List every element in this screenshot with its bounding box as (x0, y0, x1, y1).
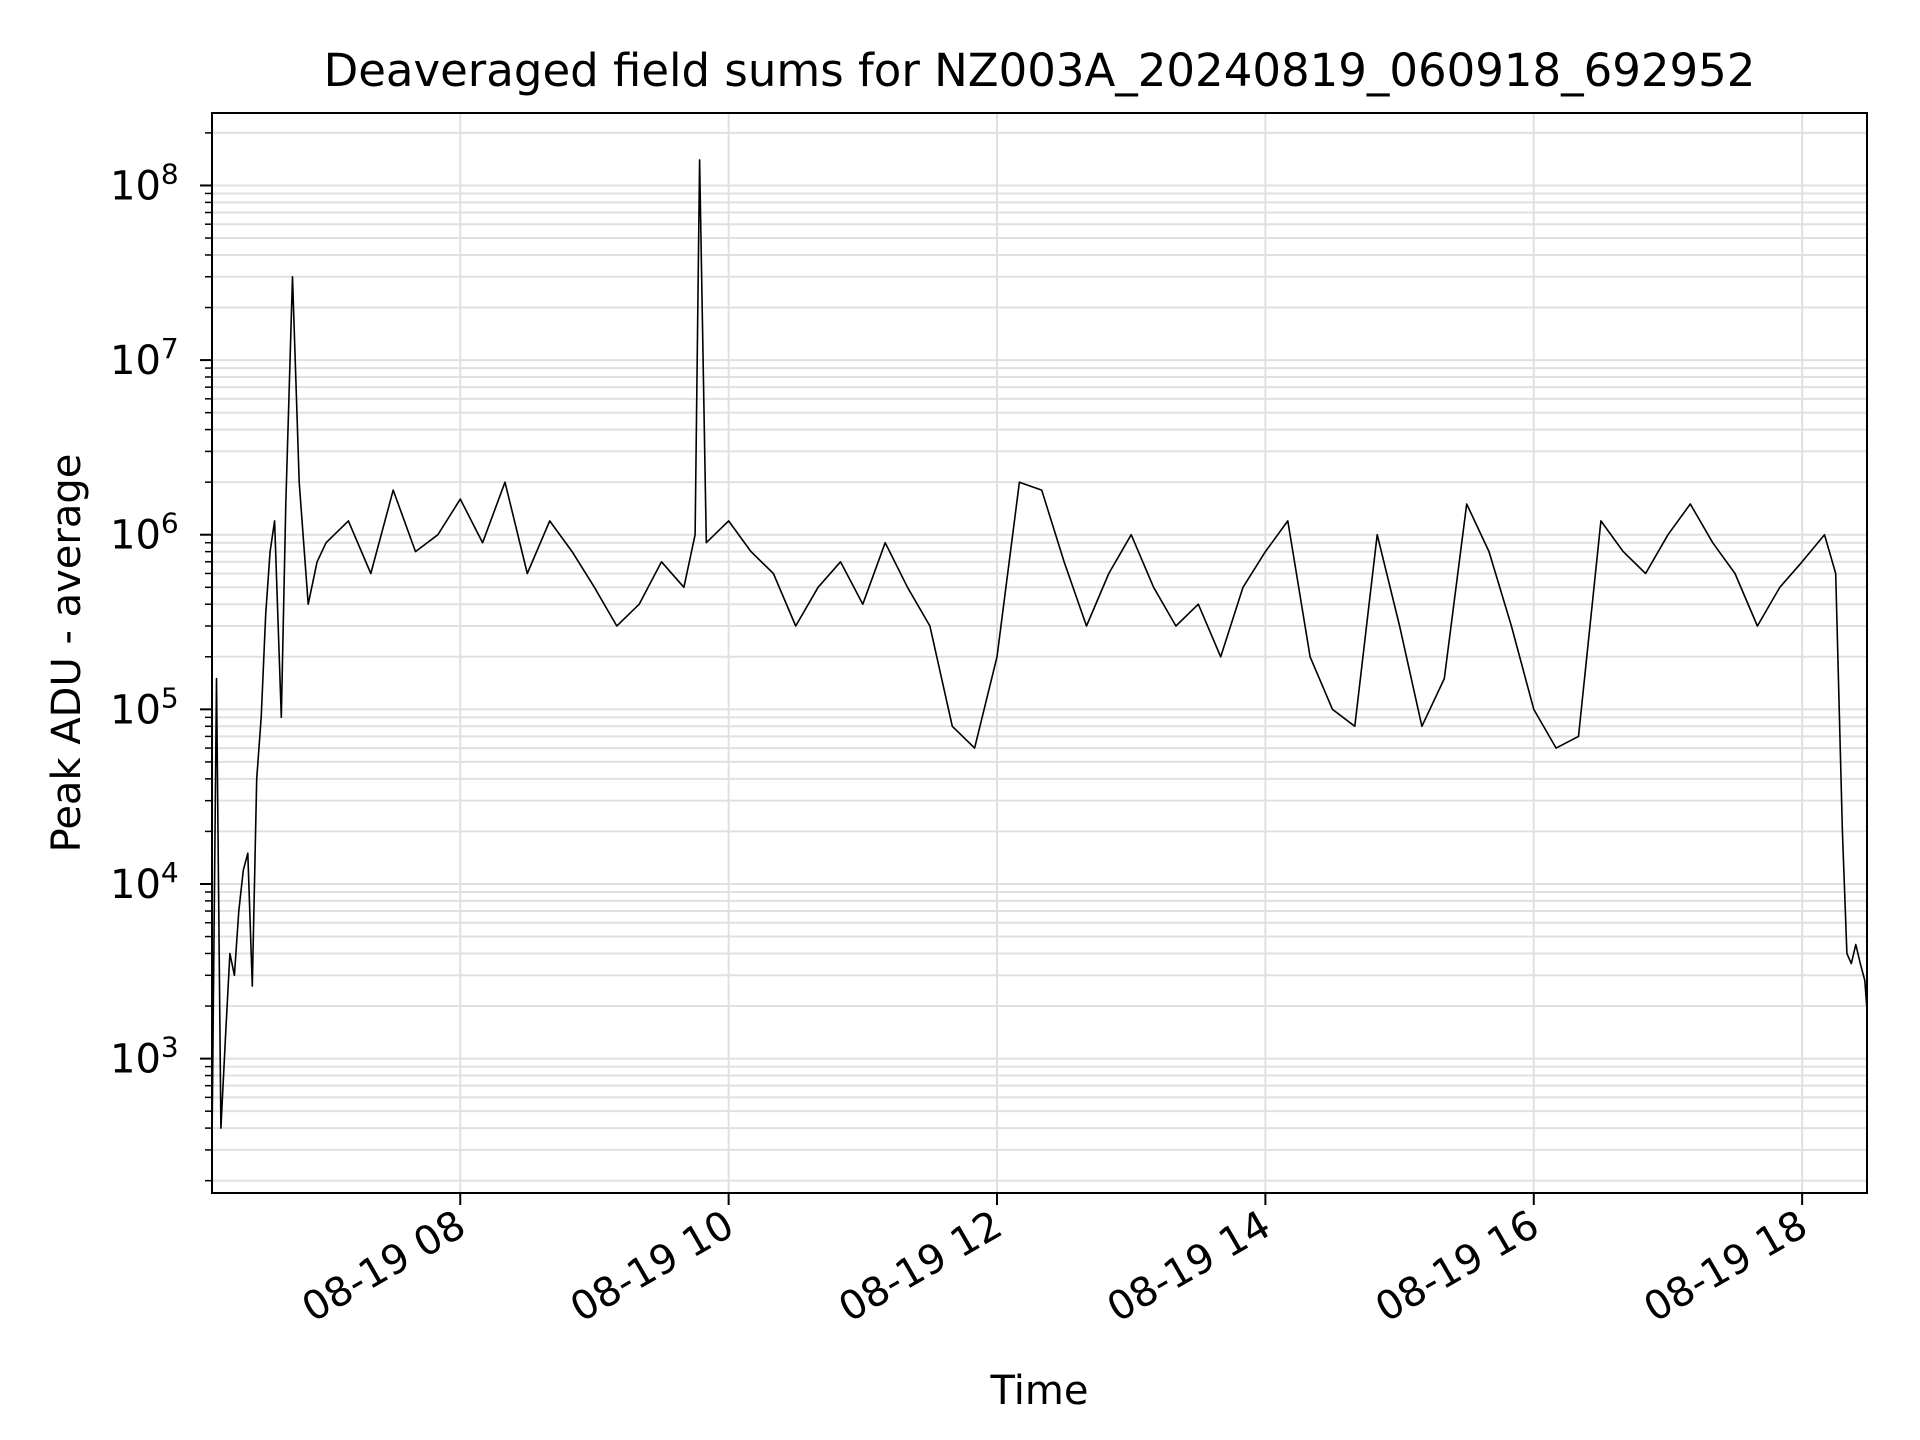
y-tick-label: 107 (110, 332, 179, 384)
y-tick-label: 105 (110, 681, 179, 733)
y-axis-label: Peak ADU - average (44, 454, 90, 853)
plot-frame (211, 112, 1868, 1194)
y-tick-label: 108 (110, 157, 179, 209)
x-axis-label: Time (990, 1368, 1089, 1414)
chart-title: Deaveraged field sums for NZ003A_2024081… (324, 44, 1756, 97)
series-group (211, 159, 1868, 1146)
series-line (211, 159, 1868, 1146)
grid (212, 113, 1867, 1193)
y-tick-label: 104 (110, 856, 179, 908)
y-tick-label: 103 (110, 1031, 179, 1083)
y-tick-label: 106 (110, 507, 179, 559)
